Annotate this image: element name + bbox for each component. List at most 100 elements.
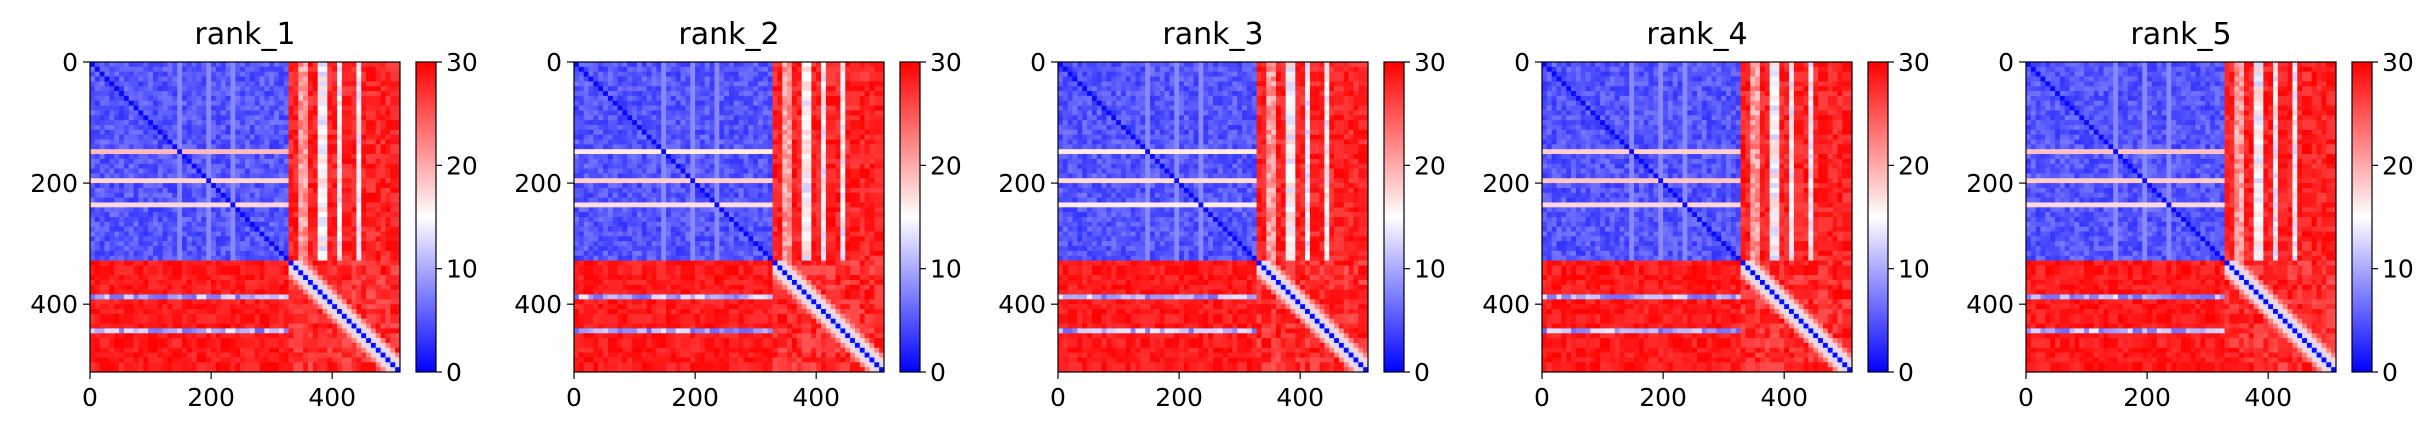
- heatmap-cell: [356, 159, 361, 164]
- heatmap-cell: [352, 164, 357, 169]
- heatmap-cell: [90, 149, 95, 154]
- heatmap-cell: [158, 169, 163, 174]
- heatmap-cell: [366, 241, 371, 246]
- heatmap-cell: [376, 91, 381, 96]
- heatmap-cell: [148, 256, 153, 261]
- heatmap-cell: [163, 217, 168, 222]
- heatmap-cell: [230, 207, 235, 212]
- heatmap-cell: [376, 188, 381, 193]
- heatmap-cell: [318, 140, 323, 145]
- heatmap-cell: [313, 101, 318, 106]
- heatmap-cell: [187, 81, 192, 86]
- heatmap-cell: [153, 67, 158, 72]
- heatmap-cell: [327, 188, 332, 193]
- heatmap-cell: [100, 236, 105, 241]
- heatmap-cell: [284, 256, 289, 261]
- heatmap-cell: [119, 77, 124, 82]
- heatmap-cell: [279, 144, 284, 149]
- heatmap-cell: [226, 91, 231, 96]
- heatmap-cell: [274, 159, 279, 164]
- heatmap-cell: [138, 67, 143, 72]
- heatmap-cell: [240, 207, 245, 212]
- heatmap-cell: [172, 106, 177, 111]
- heatmap-cell: [332, 62, 337, 67]
- heatmap-cell: [323, 173, 328, 178]
- heatmap-cell: [197, 72, 202, 77]
- heatmap-cell: [182, 110, 187, 115]
- heatmap-cell: [230, 67, 235, 72]
- heatmap-cell: [124, 236, 129, 241]
- heatmap-cell: [119, 140, 124, 145]
- heatmap-cell: [216, 183, 221, 188]
- heatmap-cell: [269, 202, 274, 207]
- heatmap-cell: [230, 202, 235, 207]
- heatmap-cell: [206, 67, 211, 72]
- heatmap-cell: [293, 169, 298, 174]
- heatmap-cell: [100, 149, 105, 154]
- heatmap-cell: [119, 106, 124, 111]
- heatmap-cell: [293, 251, 298, 256]
- heatmap-cell: [245, 154, 250, 159]
- heatmap-cell: [187, 241, 192, 246]
- heatmap-cell: [289, 125, 294, 130]
- heatmap-cell: [187, 110, 192, 115]
- heatmap-cell: [105, 217, 110, 222]
- heatmap-cell: [376, 227, 381, 232]
- heatmap-cell: [105, 198, 110, 203]
- heatmap-cell: [274, 183, 279, 188]
- heatmap-cell: [298, 77, 303, 82]
- heatmap-cell: [293, 144, 298, 149]
- heatmap-cell: [143, 72, 148, 77]
- heatmap-cell: [105, 72, 110, 77]
- heatmap-cell: [385, 91, 390, 96]
- heatmap-cell: [366, 251, 371, 256]
- heatmap-cell: [90, 183, 95, 188]
- heatmap-cell: [187, 125, 192, 130]
- heatmap-cell: [327, 77, 332, 82]
- heatmap-cell: [119, 159, 124, 164]
- heatmap-cell: [337, 222, 342, 227]
- heatmap-cell: [342, 246, 347, 251]
- heatmap-cell: [332, 232, 337, 237]
- heatmap-cell: [337, 81, 342, 86]
- heatmap-cell: [289, 130, 294, 135]
- heatmap-cell: [361, 217, 366, 222]
- heatmap-cell: [274, 198, 279, 203]
- heatmap-cell: [385, 72, 390, 77]
- heatmap-cell: [119, 178, 124, 183]
- heatmap-cell: [163, 72, 168, 77]
- heatmap-cell: [366, 101, 371, 106]
- heatmap-cell: [250, 222, 255, 227]
- heatmap-cell: [226, 130, 231, 135]
- heatmap-cell: [168, 110, 173, 115]
- heatmap-cell: [221, 198, 226, 203]
- heatmap-cell: [226, 188, 231, 193]
- heatmap-cell: [390, 178, 395, 183]
- heatmap-cell: [390, 81, 395, 86]
- heatmap-cell: [177, 261, 182, 266]
- heatmap-cell: [163, 125, 168, 130]
- heatmap-cell: [342, 86, 347, 91]
- heatmap-cell: [153, 261, 158, 266]
- heatmap-cell: [168, 178, 173, 183]
- heatmap-cell: [255, 256, 260, 261]
- heatmap-cell: [119, 183, 124, 188]
- heatmap-cell: [230, 86, 235, 91]
- heatmap-cell: [352, 96, 357, 101]
- heatmap-cell: [134, 236, 139, 241]
- heatmap-cell: [264, 62, 269, 67]
- heatmap-cell: [201, 77, 206, 82]
- heatmap-cell: [197, 91, 202, 96]
- heatmap-cell: [260, 193, 265, 198]
- heatmap-cell: [269, 217, 274, 222]
- heatmap-cell: [289, 101, 294, 106]
- heatmap-cell: [182, 135, 187, 140]
- heatmap-cell: [337, 72, 342, 77]
- heatmap-cell: [318, 188, 323, 193]
- heatmap-cell: [197, 246, 202, 251]
- heatmap-cell: [385, 96, 390, 101]
- heatmap-cell: [114, 173, 119, 178]
- heatmap-cell: [376, 101, 381, 106]
- heatmap-cell: [245, 135, 250, 140]
- heatmap-cell: [381, 232, 386, 237]
